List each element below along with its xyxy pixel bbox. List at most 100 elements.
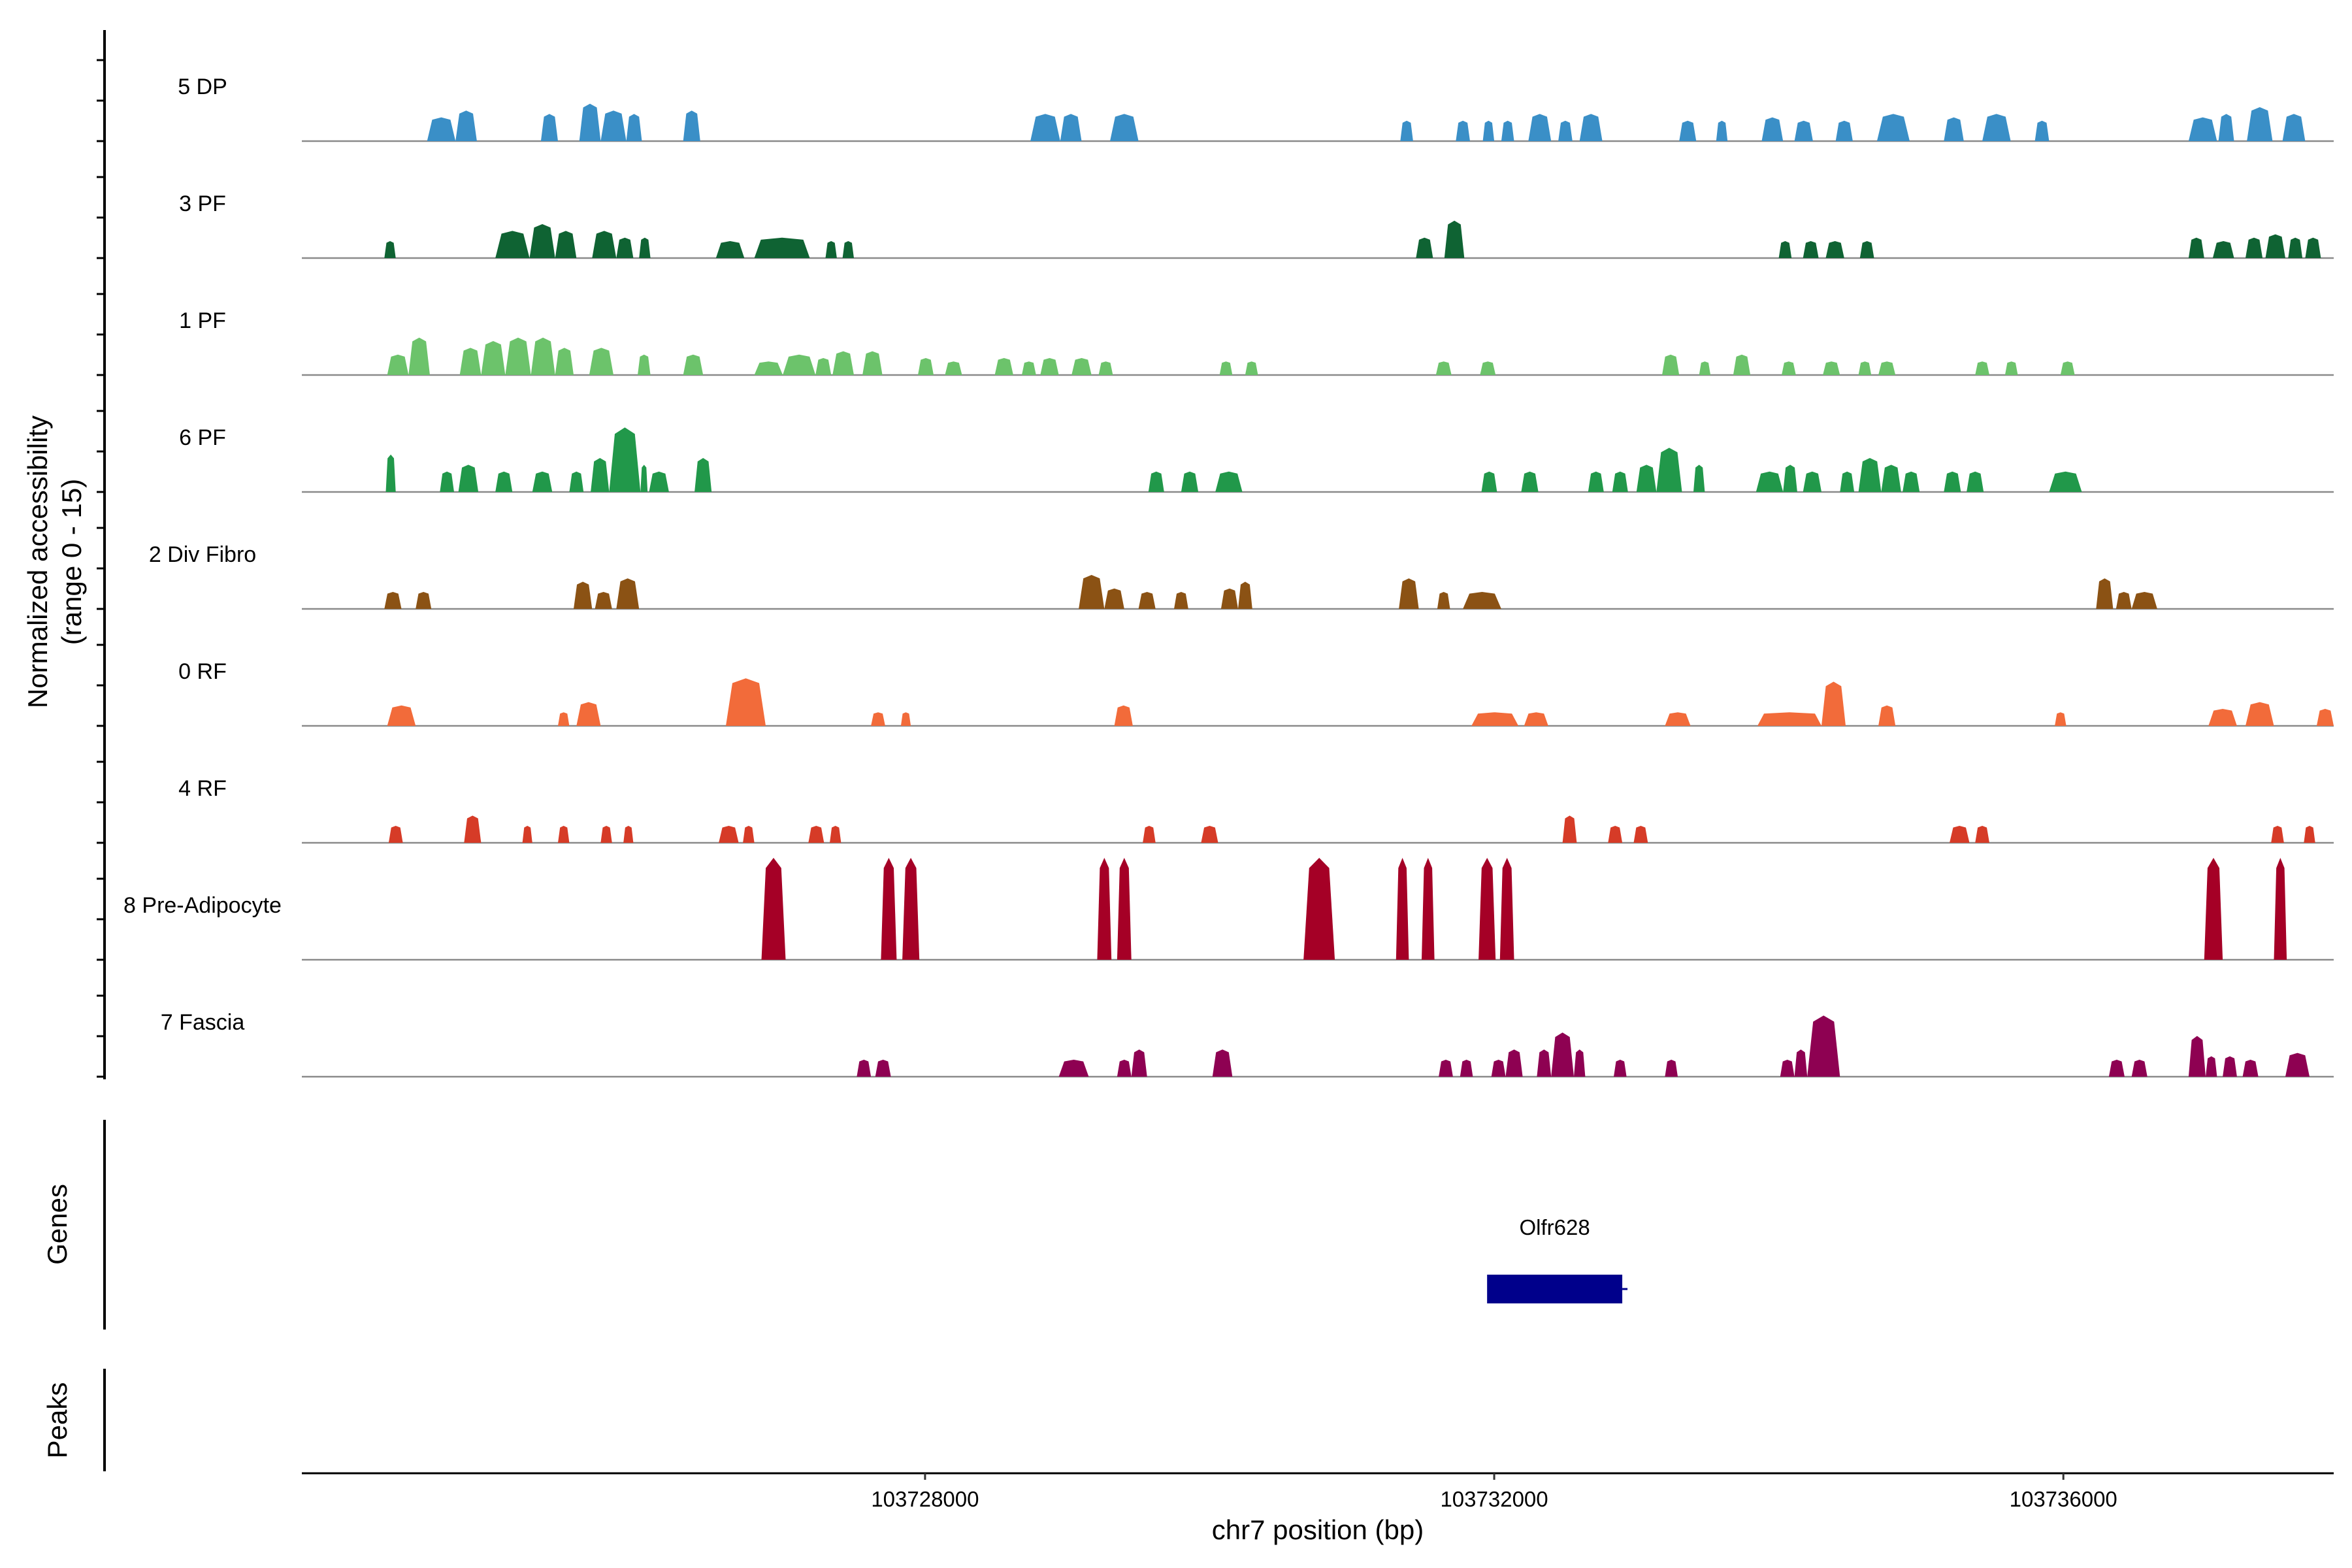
coverage-peak [2188, 237, 2204, 258]
coverage-peak [1422, 858, 1435, 960]
coverage-peak [1614, 1060, 1627, 1077]
coverage-peak [900, 712, 911, 726]
coverage-peak [555, 348, 574, 375]
coverage-peak [387, 705, 416, 726]
coverage-peak [1396, 858, 1409, 960]
coverage-peak [569, 471, 584, 492]
coverage-peak [842, 241, 854, 258]
coverage-peak [1588, 471, 1604, 492]
track-2: 3 PF [179, 191, 2334, 259]
coverage-peak [529, 224, 555, 258]
coverage-peak [464, 815, 482, 843]
track-7: 4 RF [178, 776, 2334, 844]
coverage-peak [1435, 361, 1452, 375]
track-1: 5 DP [178, 74, 2334, 142]
coverage-peak [2304, 826, 2315, 843]
coverage-peak [2188, 117, 2217, 141]
coverage-peak [1219, 361, 1233, 375]
coverage-peak [1662, 354, 1680, 375]
coverage-peak [1579, 114, 1603, 141]
coverage-peak [574, 581, 593, 609]
coverage-peak [1782, 361, 1796, 375]
coverage-peak [616, 578, 640, 609]
coverage-peak [1114, 705, 1133, 726]
coverage-peak [385, 454, 396, 492]
coverage-peak [1794, 1049, 1808, 1077]
coverage-peak [458, 465, 479, 492]
coverage-peak [719, 826, 739, 843]
coverage-peak [1633, 826, 1648, 843]
coverage-peak [639, 237, 651, 258]
track-label: 5 DP [178, 74, 227, 99]
coverage-peak [694, 458, 712, 492]
coverage-peak [387, 354, 409, 375]
coverage-peak [1399, 578, 1419, 609]
x-axis-tick-label: 103728000 [871, 1487, 979, 1511]
gene-annotations: Olfr628 [1487, 1215, 1628, 1303]
coverage-peak [558, 712, 570, 726]
coverage-peak [862, 351, 883, 375]
coverage-peak [2282, 114, 2306, 141]
coverage-peak [2208, 709, 2237, 726]
coverage-peak [918, 358, 934, 375]
coverage-peak [1501, 120, 1514, 141]
coverage-peak [2049, 471, 2082, 492]
track-label: 8 Pre-Adipocyte [123, 893, 282, 918]
coverage-peak [505, 337, 531, 375]
coverage-peak [1022, 361, 1036, 375]
y-axis-title: Normalized accessibility [22, 416, 53, 708]
coverage-peak [1780, 1060, 1795, 1077]
coverage-peak [2316, 709, 2334, 726]
coverage-peak [1071, 358, 1092, 375]
coverage-peak [1840, 471, 1855, 492]
coverage-peak [1636, 465, 1657, 492]
coverage-peak [871, 712, 885, 726]
coverage-peak [416, 592, 432, 609]
genes-label: Genes [42, 1184, 73, 1265]
coverage-peak [495, 231, 530, 258]
coverage-peak [902, 858, 920, 960]
coverage-peak [1524, 712, 1548, 726]
coverage-peak [1859, 241, 1874, 258]
coverage-peak [2188, 1036, 2206, 1077]
coverage-peak [1481, 471, 1497, 492]
coverage-peak [1471, 712, 1519, 726]
coverage-peak [1400, 120, 1413, 141]
coverage-peak [1876, 114, 1910, 141]
coverage-peak [1807, 1015, 1840, 1077]
coverage-peak [1138, 592, 1156, 609]
coverage-peak [595, 592, 612, 609]
coverage-peak [1903, 471, 1920, 492]
coverage-peak [754, 237, 810, 258]
coverage-peak [455, 110, 477, 141]
coverage-peak [2096, 578, 2114, 609]
coverage-peak [616, 237, 634, 258]
coverage-peak [1181, 471, 1199, 492]
coverage-peak [1778, 241, 1792, 258]
coverage-peak [427, 117, 456, 141]
coverage-peak [743, 826, 755, 843]
coverage-peak [2305, 237, 2321, 258]
coverage-peak [600, 826, 612, 843]
coverage-peak [579, 103, 601, 141]
y-axis-subtitle: (range 0 - 15) [56, 479, 87, 645]
coverage-peak [1835, 120, 1853, 141]
coverage-peak [623, 826, 634, 843]
coverage-peak [1143, 826, 1156, 843]
coverage-peak [1950, 826, 1970, 843]
coverage-peak [609, 427, 641, 492]
gene-label: Olfr628 [1520, 1215, 1590, 1239]
coverage-peak [2247, 107, 2273, 141]
gene-body [1487, 1275, 1623, 1303]
coverage-peak [1761, 117, 1784, 141]
coverage-peak [626, 114, 642, 141]
coverage-peak [384, 241, 396, 258]
coverage-peak [388, 826, 403, 843]
coverage-peak [1716, 120, 1728, 141]
coverage-peak [832, 351, 854, 375]
track-4: 6 PF [179, 425, 2334, 493]
track-label: 0 RF [178, 659, 227, 684]
x-axis-tick-label: 103736000 [2010, 1487, 2117, 1511]
coverage-peak [1982, 114, 2011, 141]
